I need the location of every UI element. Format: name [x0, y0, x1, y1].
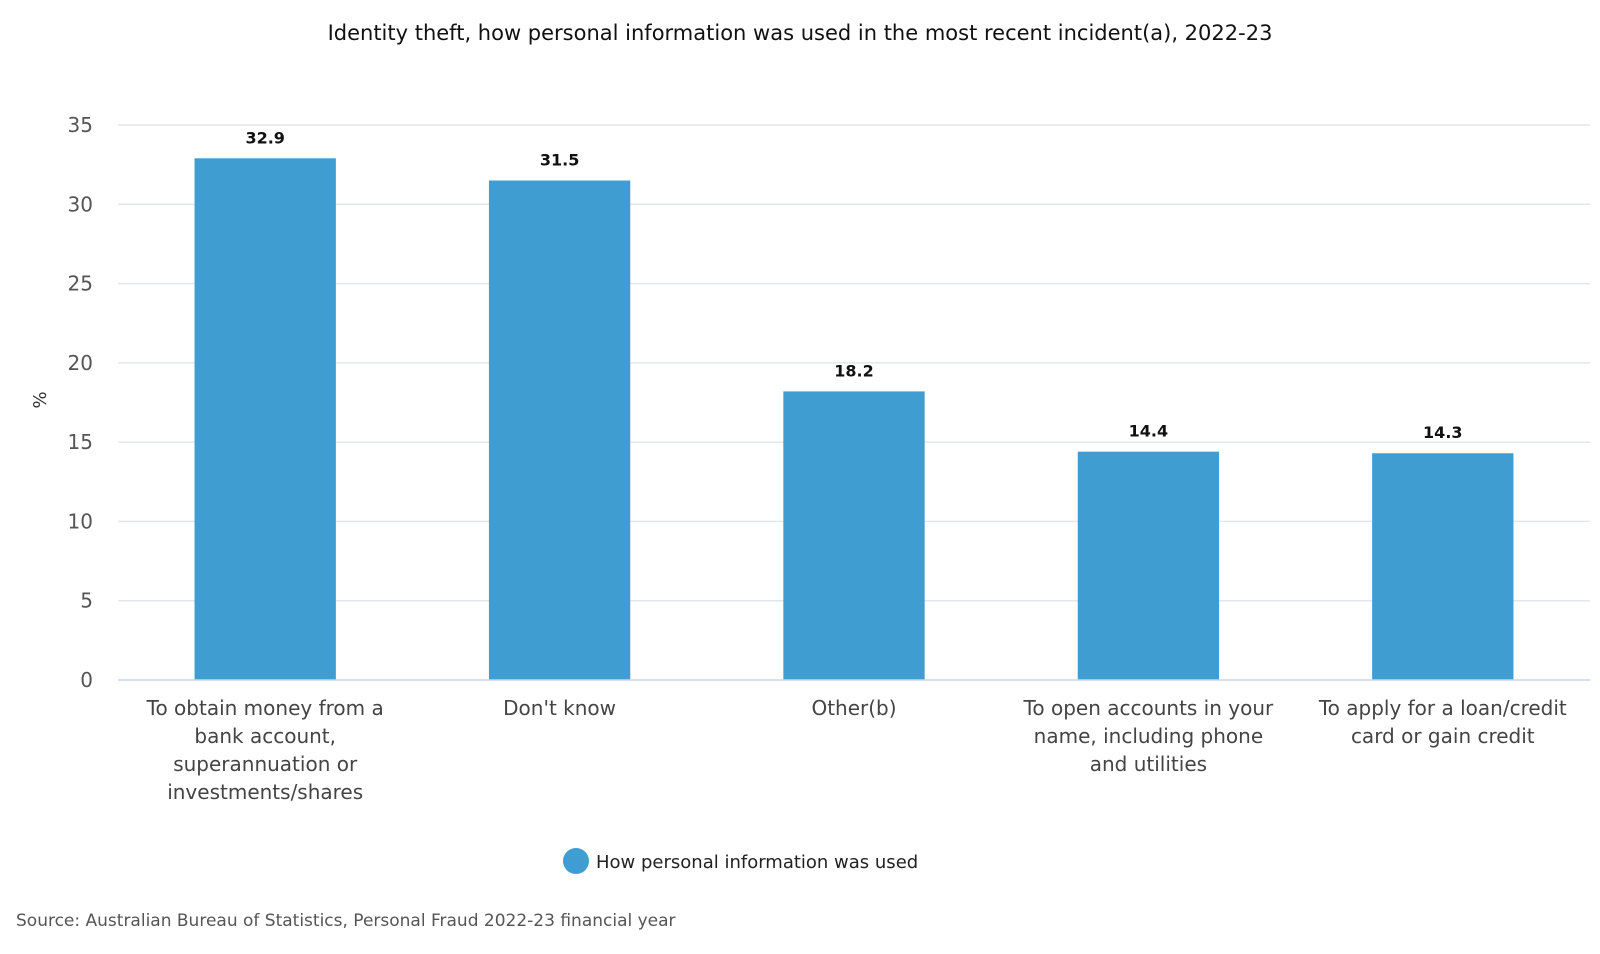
legend-label: How personal information was used: [596, 852, 918, 873]
bar: [783, 391, 925, 680]
legend-marker: [563, 848, 589, 874]
x-tick-label-line: superannuation or: [173, 752, 358, 776]
x-tick-label: To obtain money from a bank account, super…: [146, 696, 384, 804]
x-tick-label-line: name, including phone: [1034, 724, 1263, 748]
x-tick-label-line: To apply for a loan/credit: [1318, 696, 1567, 720]
y-tick-label: 20: [68, 351, 93, 375]
chart-title: Identity theft, how personal information…: [328, 21, 1273, 45]
bar: [1077, 451, 1220, 680]
x-tick-label-line: To obtain money from a: [146, 696, 384, 720]
y-tick-label: 15: [68, 430, 93, 454]
x-tick-label: Other(b): [811, 696, 896, 720]
y-tick-label: 30: [68, 192, 93, 216]
x-tick-label: Don't know: [503, 696, 616, 720]
y-tick-label: 5: [80, 589, 93, 613]
y-tick-label: 10: [68, 509, 93, 533]
data-label: 14.4: [1129, 422, 1168, 441]
x-tick-label: To apply for a loan/credit card or gain c…: [1318, 696, 1567, 748]
x-tick-label-line: and utilities: [1090, 752, 1207, 776]
y-tick-label: 25: [68, 272, 93, 296]
bar: [488, 180, 631, 680]
bar: [1372, 453, 1514, 680]
y-tick-label: 0: [80, 668, 93, 692]
x-tick-label-line: Don't know: [503, 696, 616, 720]
y-axis-label: %: [30, 391, 51, 408]
data-label: 31.5: [540, 151, 579, 170]
x-tick-label-line: To open accounts in your: [1023, 696, 1274, 720]
source-note: Source: Australian Bureau of Statistics,…: [16, 911, 676, 931]
x-tick-label-line: bank account,: [194, 724, 336, 748]
bars: [194, 158, 1514, 681]
y-axis-ticks: 0 5 10 15 20 25 30 35: [68, 113, 93, 692]
x-tick-label-line: investments/shares: [167, 780, 363, 804]
x-tick-label-line: Other(b): [811, 696, 896, 720]
bar: [194, 158, 336, 681]
data-label: 18.2: [834, 361, 873, 380]
data-label: 14.3: [1423, 423, 1462, 442]
x-tick-label: To open accounts in your name, including …: [1023, 696, 1274, 776]
y-tick-label: 35: [68, 113, 93, 137]
legend[interactable]: How personal information was used: [563, 848, 918, 874]
data-labels: 32.9 31.5 18.2 14.4 14.3: [245, 128, 1462, 442]
data-label: 32.9: [245, 128, 284, 147]
x-tick-label-line: card or gain credit: [1351, 724, 1535, 748]
x-axis-ticks: To obtain money from a bank account, super…: [146, 696, 1567, 804]
